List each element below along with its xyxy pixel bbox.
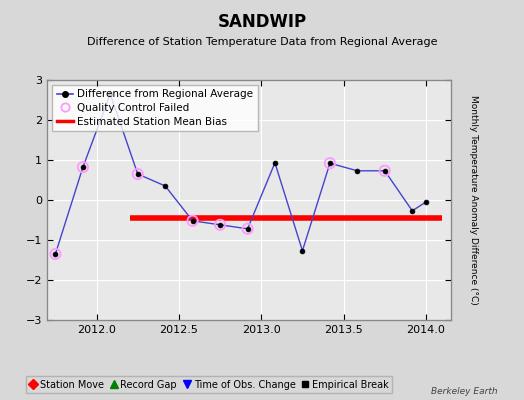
Point bbox=[216, 222, 224, 228]
Point bbox=[380, 168, 389, 174]
Point bbox=[243, 226, 252, 232]
Point bbox=[79, 164, 87, 170]
Legend: Difference from Regional Average, Quality Control Failed, Estimated Station Mean: Difference from Regional Average, Qualit… bbox=[52, 85, 257, 131]
Legend: Station Move, Record Gap, Time of Obs. Change, Empirical Break: Station Move, Record Gap, Time of Obs. C… bbox=[26, 376, 392, 393]
Text: Berkeley Earth: Berkeley Earth bbox=[431, 387, 498, 396]
Point bbox=[189, 218, 197, 224]
Point bbox=[326, 160, 334, 166]
Text: SANDWIP: SANDWIP bbox=[217, 13, 307, 31]
Text: Difference of Station Temperature Data from Regional Average: Difference of Station Temperature Data f… bbox=[87, 37, 437, 47]
Point bbox=[134, 171, 142, 177]
Y-axis label: Monthly Temperature Anomaly Difference (°C): Monthly Temperature Anomaly Difference (… bbox=[470, 95, 478, 305]
Point bbox=[51, 251, 60, 257]
